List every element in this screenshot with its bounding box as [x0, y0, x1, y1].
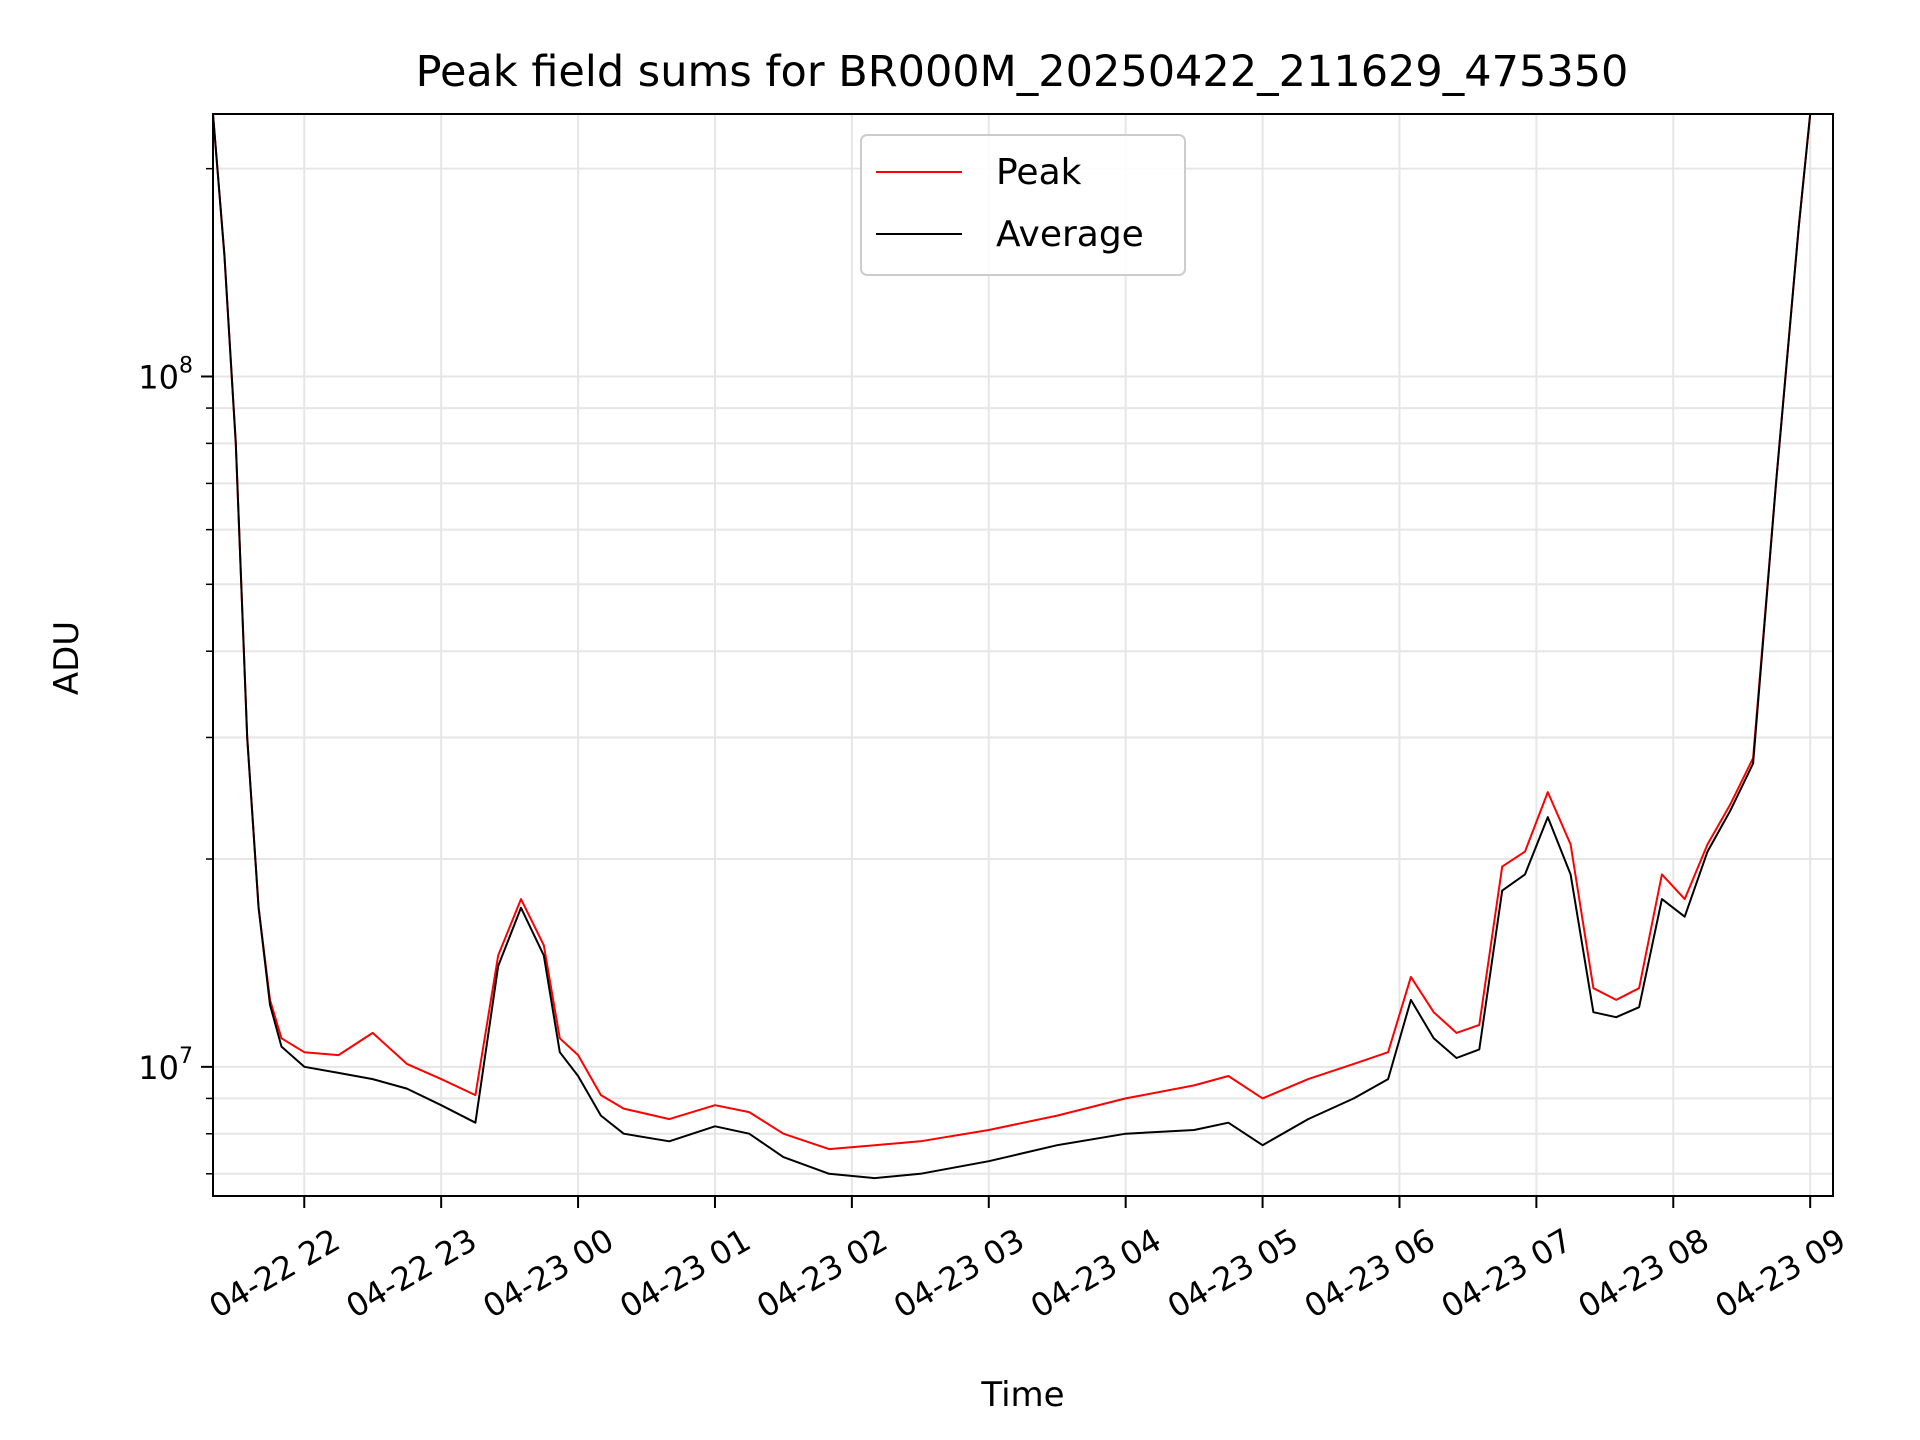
- y-axis-label: ADU: [47, 621, 87, 695]
- y-axis: 107 108: [138, 167, 213, 1175]
- legend-label-peak: Peak: [996, 152, 1082, 193]
- chart-title: Peak field sums for BR000M_20250422_2116…: [416, 47, 1629, 97]
- series-line-peak: [213, 114, 1812, 1151]
- x-axis-label: Time: [980, 1375, 1064, 1415]
- legend-box: [860, 134, 1186, 276]
- series-line-average: [213, 114, 1812, 1180]
- plot-frame: [212, 113, 1834, 1197]
- y-tick-label: 107: [138, 1044, 193, 1087]
- legend: Peak Average: [860, 134, 1186, 276]
- y-tick-label: 108: [138, 353, 193, 396]
- legend-label-average: Average: [996, 214, 1144, 255]
- grid: [213, 114, 1833, 1196]
- plot-series: [213, 114, 1812, 1180]
